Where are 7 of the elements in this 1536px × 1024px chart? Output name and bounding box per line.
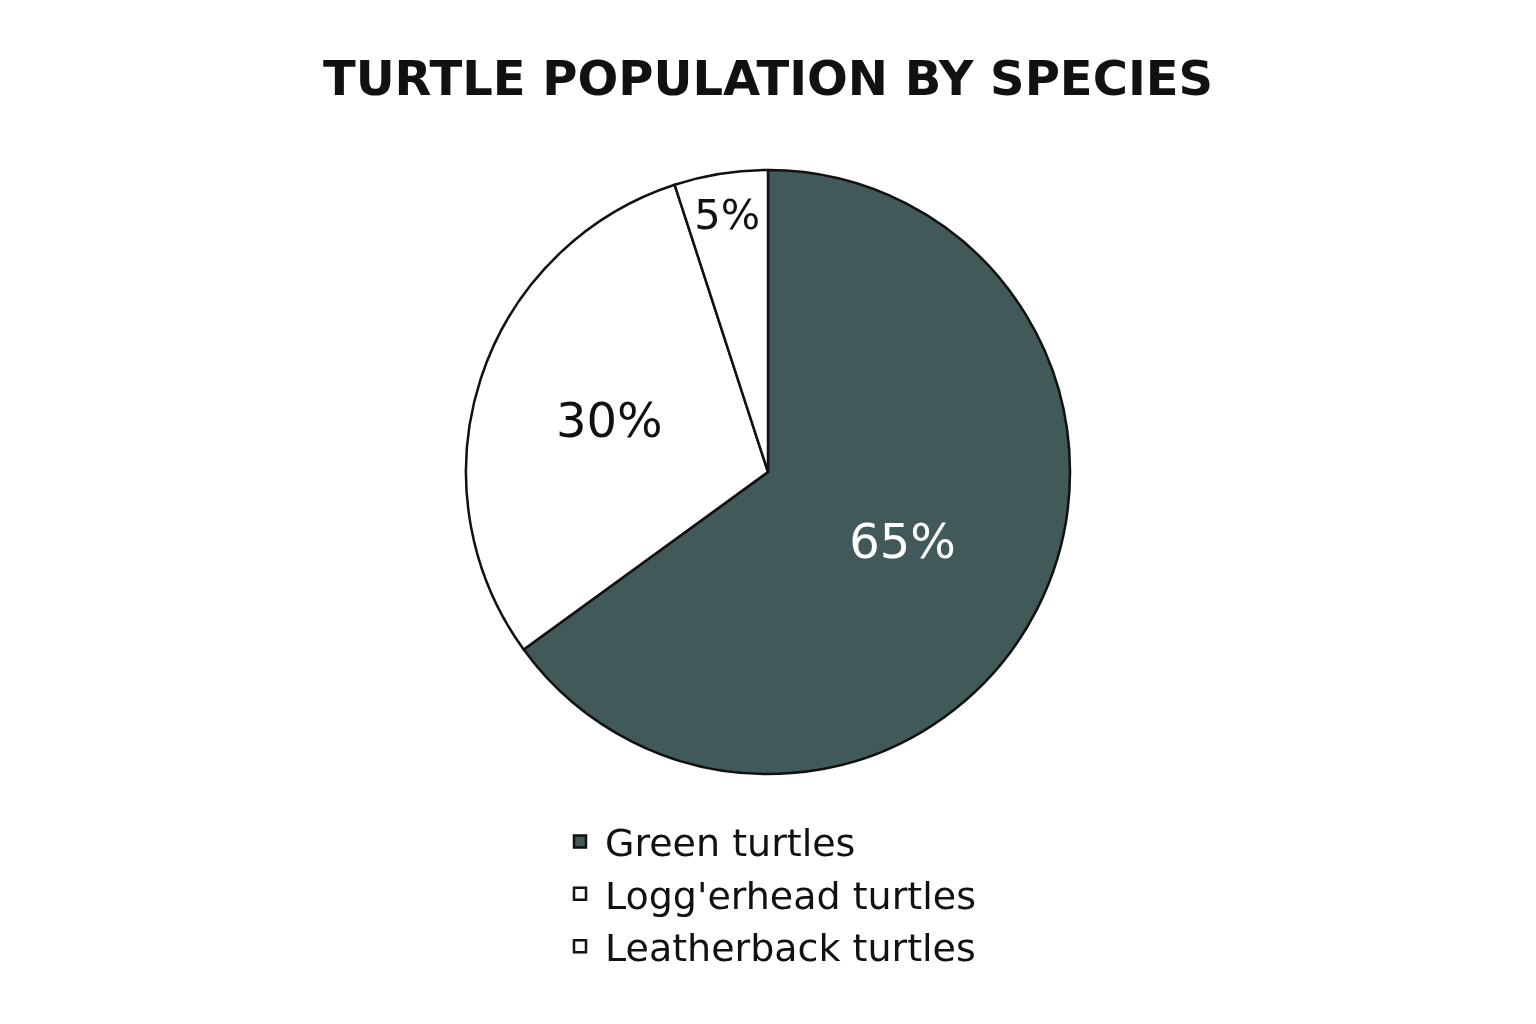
data-label: 30%	[555, 392, 663, 449]
data-label: 5%	[694, 189, 761, 239]
chart-title: TURTLE POPULATION BY SPECIES	[322, 50, 1214, 107]
data-label: 65%	[849, 512, 956, 569]
legend-label: Logg'erhead turtles	[605, 873, 976, 918]
legend-label: Leatherback turtles	[605, 926, 976, 971]
legend-label: Green turtles	[605, 821, 856, 866]
